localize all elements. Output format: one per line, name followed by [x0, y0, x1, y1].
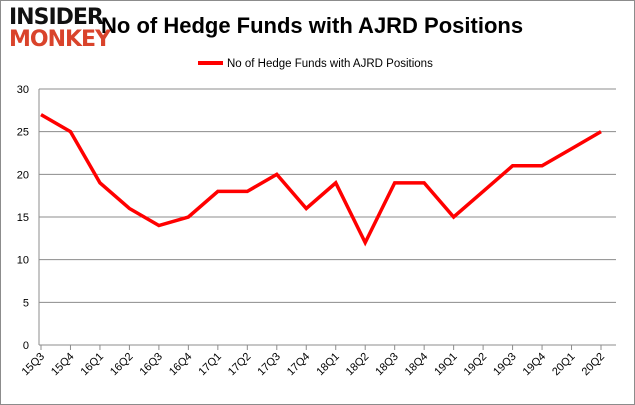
x-tick-label: 20Q2 — [580, 351, 608, 379]
x-tick-label: 17Q4 — [285, 351, 313, 379]
y-tick-label: 20 — [17, 169, 29, 181]
x-tick-label: 18Q3 — [373, 351, 401, 379]
y-tick-label: 30 — [17, 84, 29, 96]
logo-line1: INSIDER — [9, 5, 104, 30]
y-tick-label: 5 — [23, 297, 29, 309]
x-tick-label: 18Q1 — [314, 351, 342, 379]
x-tick-label: 17Q2 — [226, 351, 254, 379]
x-tick-label: 17Q1 — [196, 351, 224, 379]
y-tick-label: 25 — [17, 127, 29, 139]
x-tick-label: 18Q4 — [403, 351, 431, 379]
x-tick-label: 19Q3 — [491, 351, 519, 379]
x-tick-label: 19Q1 — [432, 351, 460, 379]
x-tick-label: 18Q2 — [344, 351, 372, 379]
legend-label: No of Hedge Funds with AJRD Positions — [227, 58, 433, 70]
x-tick-label: 19Q2 — [462, 351, 490, 379]
logo-line2: MONKEY — [9, 27, 111, 52]
x-tick-label: 16Q2 — [108, 351, 136, 379]
x-tick-label: 15Q4 — [49, 351, 77, 379]
x-tick-label: 16Q1 — [79, 351, 107, 379]
insider-monkey-logo: INSIDER MONKEY — [9, 5, 111, 52]
x-tick-label: 15Q3 — [20, 351, 48, 379]
x-tick-label: 20Q1 — [550, 351, 578, 379]
y-tick-label: 0 — [23, 340, 29, 352]
x-tick-label: 16Q3 — [137, 351, 165, 379]
chart-title: No of Hedge Funds with AJRD Positions — [101, 13, 524, 38]
series-line — [40, 113, 602, 247]
x-tick-label: 17Q3 — [255, 351, 283, 379]
y-tick-label: 10 — [17, 255, 29, 267]
x-tick-label: 16Q4 — [167, 351, 195, 379]
y-tick-label: 15 — [17, 212, 29, 224]
x-tick-label: 19Q4 — [521, 351, 549, 379]
